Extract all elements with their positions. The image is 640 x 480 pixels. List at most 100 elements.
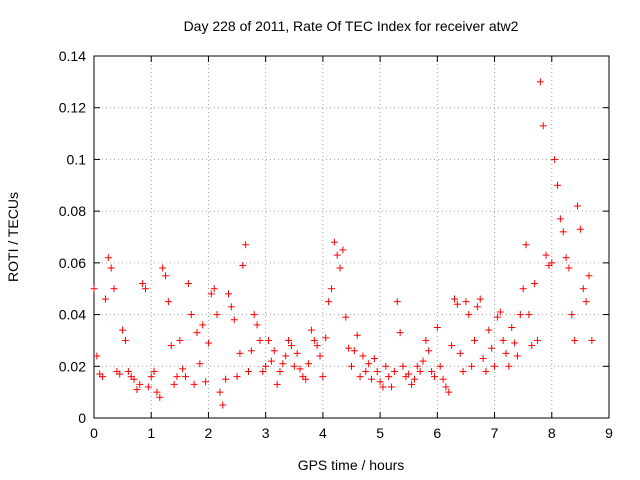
data-point — [313, 342, 321, 350]
data-point — [305, 360, 313, 368]
data-point — [173, 373, 181, 381]
y-tick-label: 0.06 — [59, 255, 86, 271]
data-point — [525, 311, 533, 319]
data-point — [519, 285, 527, 293]
data-point — [316, 352, 324, 360]
plot-frame — [93, 55, 610, 419]
data-point — [430, 373, 438, 381]
data-point — [190, 380, 198, 388]
data-point — [242, 241, 250, 249]
x-tick-label: 1 — [147, 425, 155, 441]
data-point — [442, 383, 450, 391]
data-point — [276, 367, 284, 375]
data-point — [373, 367, 381, 375]
y-tick-label: 0 — [78, 410, 86, 426]
data-point — [350, 347, 358, 355]
data-point — [353, 331, 361, 339]
data-point — [139, 280, 147, 288]
data-point — [551, 155, 559, 163]
data-point — [204, 339, 212, 347]
data-point — [565, 264, 573, 272]
data-point — [485, 326, 493, 334]
data-point — [296, 365, 304, 373]
x-tick-label: 4 — [319, 425, 327, 441]
data-point — [465, 311, 473, 319]
data-point — [348, 362, 355, 370]
data-point — [413, 362, 421, 370]
data-point — [290, 362, 298, 370]
data-point — [433, 324, 441, 331]
data-point — [216, 388, 224, 396]
data-point — [107, 264, 115, 272]
data-point — [556, 215, 564, 223]
data-point — [250, 311, 258, 319]
data-point — [399, 362, 407, 370]
data-point — [336, 264, 344, 272]
data-point — [502, 349, 510, 357]
data-point — [176, 336, 184, 344]
data-point — [513, 352, 521, 360]
data-point — [476, 295, 484, 303]
data-point — [385, 373, 393, 381]
data-point — [224, 290, 232, 298]
data-point — [559, 228, 567, 236]
data-point — [493, 313, 501, 321]
data-point — [144, 383, 152, 391]
data-point — [508, 324, 516, 331]
data-point — [259, 367, 267, 375]
data-point — [287, 342, 295, 350]
data-point — [416, 367, 424, 375]
data-point — [121, 336, 129, 344]
data-point — [345, 344, 353, 352]
y-axis-label: ROTI / TECUs — [5, 192, 21, 282]
data-point — [210, 285, 218, 293]
chart-title: Day 228 of 2011, Rate Of TEC Index for r… — [184, 18, 519, 34]
data-point — [471, 336, 479, 344]
x-tick-label: 3 — [262, 425, 270, 441]
data-point — [419, 357, 427, 365]
data-point — [473, 303, 481, 311]
data-point — [453, 300, 461, 308]
data-point — [468, 362, 476, 370]
data-point — [499, 336, 507, 344]
data-point — [436, 362, 444, 370]
data-point — [393, 298, 401, 306]
y-tick-label: 0.14 — [59, 48, 86, 64]
data-point — [459, 367, 467, 375]
y-tick-label: 0.08 — [59, 203, 86, 219]
data-point — [536, 78, 544, 86]
data-point — [339, 246, 347, 254]
data-point — [219, 401, 227, 409]
data-point — [359, 352, 367, 360]
data-point — [282, 352, 290, 360]
data-point — [302, 375, 310, 383]
data-point — [285, 336, 293, 344]
data-point — [376, 378, 384, 386]
data-point — [147, 373, 155, 381]
data-point — [325, 298, 333, 306]
data-point — [396, 329, 404, 337]
x-tick-label: 5 — [376, 425, 384, 441]
data-point — [342, 313, 350, 321]
data-point — [227, 303, 235, 311]
data-point — [533, 336, 541, 344]
data-point — [428, 367, 436, 375]
x-tick-label: 8 — [548, 425, 556, 441]
data-point — [319, 373, 327, 381]
data-point — [542, 251, 550, 259]
data-point — [528, 342, 536, 350]
data-point — [136, 380, 144, 388]
data-point — [548, 259, 556, 267]
data-point — [310, 336, 318, 344]
data-point — [451, 295, 458, 303]
data-point — [422, 336, 430, 344]
x-tick-label: 6 — [433, 425, 441, 441]
data-point — [130, 375, 138, 383]
data-point — [119, 326, 127, 334]
data-point — [230, 316, 238, 324]
data-point — [410, 375, 418, 383]
data-point — [150, 367, 158, 375]
data-point — [370, 355, 378, 363]
data-point — [505, 362, 513, 370]
data-point — [462, 298, 470, 306]
